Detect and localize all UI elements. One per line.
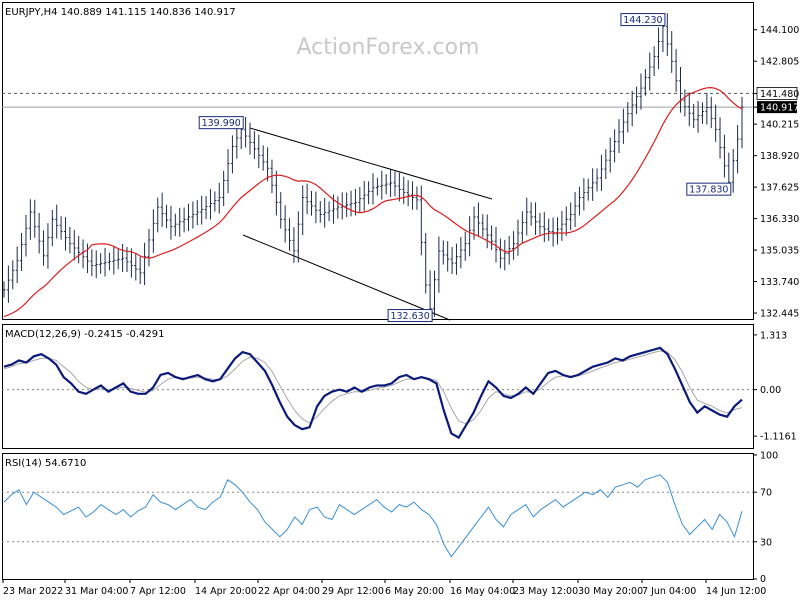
watermark: ActionForex.com	[297, 35, 480, 60]
price-panel-frame	[2, 2, 754, 320]
macd-axis: 1.313 0.00 -1.1161	[753, 330, 797, 443]
price-annotation-label: 144.230	[623, 15, 662, 26]
price-tick-label: 140.215	[760, 120, 799, 131]
time-tick-label: 23 May 12:00	[513, 586, 578, 597]
price-annotations: 139.990 132.630 144.230 137.830	[198, 13, 732, 323]
price-tick-label: 136.330	[760, 214, 799, 225]
price-panel-title: EURJPY,H4 140.889 141.115 140.836 140.91…	[5, 7, 236, 18]
rsi-tick-label: 100	[760, 451, 778, 462]
time-tick-label: 29 Apr 12:00	[322, 586, 384, 597]
macd-panel-title: MACD(12,26,9) -0.2415 -0.4291	[5, 329, 165, 340]
rsi-panel-frame	[2, 453, 754, 580]
rsi-tick-label: 30	[760, 537, 772, 548]
price-annotation-box	[620, 13, 666, 27]
price-annotation-box	[198, 116, 244, 130]
time-tick-label: 30 May 20:00	[578, 586, 643, 597]
rsi-tick-label: 70	[760, 488, 772, 499]
time-tick-label: 23 Mar 2022	[3, 586, 63, 597]
price-annotation-label: 139.990	[202, 118, 241, 129]
time-tick-label: 7 Apr 12:00	[130, 586, 186, 597]
price-tick-label: 144.100	[760, 25, 799, 36]
time-axis: 23 Mar 2022 31 Mar 04:00 7 Apr 12:00 14 Apr…	[2, 579, 766, 597]
price-annotation-label: 132.630	[390, 311, 429, 322]
price-tick-label: 137.625	[760, 183, 799, 194]
time-tick-label: 7 Jun 04:00	[642, 586, 696, 597]
time-tick-label: 14 Jun 12:00	[706, 586, 766, 597]
time-tick-label: 6 May 20:00	[385, 586, 444, 597]
price-annotation-label: 137.830	[689, 185, 728, 196]
price-tick-label: 141.480	[760, 89, 799, 100]
price-tick-label: 133.740	[760, 277, 799, 288]
macd-tick-label: 1.313	[760, 330, 787, 341]
price-tick-label: 135.035	[760, 246, 799, 257]
macd-tick-label: -1.1161	[760, 432, 797, 443]
channel-lower-line	[242, 234, 451, 321]
rsi-reference-lines	[2, 491, 753, 543]
rsi-tick-label: 0	[760, 574, 766, 585]
rsi-line	[3, 474, 743, 558]
rsi-axis: 100 70 30 0	[753, 451, 778, 585]
trend-channel	[242, 127, 493, 321]
time-tick-label: 14 Apr 20:00	[195, 586, 257, 597]
macd-line	[3, 346, 743, 440]
price-axis: 144.100 142.805 141.480 140.917 140.215 138.9…	[753, 25, 799, 320]
price-tick-label: 132.445	[760, 309, 799, 320]
moving-average-line	[3, 86, 743, 318]
price-tick-label: 142.805	[760, 57, 799, 68]
time-tick-label: 22 Apr 04:00	[258, 586, 320, 597]
time-tick-label: 16 May 04:00	[450, 586, 515, 597]
dashed-level-marker	[756, 87, 798, 100]
macd-tick-label: 0.00	[760, 385, 781, 396]
channel-upper-line	[249, 127, 493, 200]
macd-panel-frame	[2, 324, 754, 449]
price-tick-label: 140.917	[760, 103, 799, 114]
price-annotation-box	[686, 182, 732, 196]
price-candles	[2, 13, 744, 322]
price-annotation-box	[387, 309, 433, 323]
time-tick-label: 31 Mar 04:00	[65, 586, 128, 597]
price-tick-label: 138.920	[760, 151, 799, 162]
last-price-marker	[757, 101, 797, 114]
rsi-panel-title: RSI(14) 54.6710	[5, 458, 86, 469]
